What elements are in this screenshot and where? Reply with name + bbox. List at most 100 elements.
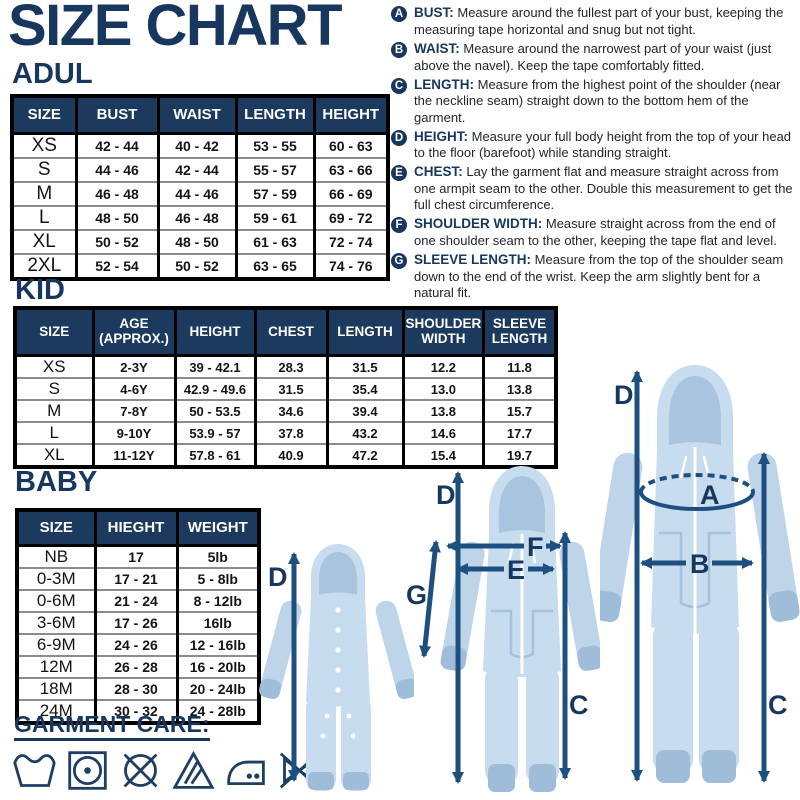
column-header: BUST [74,94,160,135]
table-cell: S [10,157,78,183]
table-cell: 60 - 63 [312,132,390,159]
measure-desc: Lay the garment flat and measure straigh… [414,164,793,213]
table-row: XS 2-3Y 39 - 42.1 28.3 31.5 12.2 11.8 [13,354,558,379]
kid-header-row: SIZE AGE (APPROX.) HEIGHT CHEST LENGTH SHOULD… [13,306,558,357]
column-header: LENGTH [325,306,405,357]
table-cell: 5 - 8lb [175,567,261,591]
kid-length-label: C [569,690,589,720]
page-title: SIZE CHART [8,0,343,58]
column-header: SLEEVE LENGTH [482,306,558,357]
column-header: WAIST [156,94,238,135]
table-cell: 20 - 24lb [175,677,261,701]
table-cell: L [10,205,78,231]
measure-guide-item-bust: A BUST: Measure around the fullest part … [391,5,795,38]
table-cell: 61 - 63 [234,229,316,255]
measure-term: LENGTH: [414,76,474,92]
table-cell: S [13,377,95,401]
wash-icon [13,754,56,787]
table-cell: 17 [93,544,179,569]
table-cell: 53 - 55 [234,132,316,159]
adult-height-label: D [614,380,634,410]
table-row: XL 50 - 52 48 - 50 61 - 63 72 - 74 [10,229,390,255]
table-cell: 15.7 [482,399,558,423]
table-cell: 8 - 12lb [175,589,261,613]
table-row: NB 17 5lb [15,544,261,569]
column-header: SIZE [13,306,95,357]
adult-length-label: C [768,690,788,720]
baby-size-table: SIZE HIEGHT WEIGHT NB 17 5lb 0-3M 17 - 21 5 - 8… [15,508,261,725]
column-header: HEIGHT [312,94,390,135]
table-row: 24M 30 - 32 24 - 28lb [15,699,261,724]
baby-height-label: D [268,562,288,592]
column-header: LENGTH [234,94,316,135]
table-row: L 48 - 50 46 - 48 59 - 61 69 - 72 [10,205,390,231]
table-cell: 43.2 [325,421,405,445]
snap-buttons [320,607,356,739]
letter-badge-c: C [391,77,407,94]
table-cell: 39 - 42.1 [173,354,257,379]
table-row: XS 42 - 44 40 - 42 53 - 55 60 - 63 [10,132,390,159]
adult-size-table: SIZE BUST WAIST LENGTH HEIGHT XS 42 - 44 40 - … [10,94,390,281]
table-cell: 24M [15,699,97,724]
baby-onesie-figure: D [259,544,414,791]
kid-sleeve-label: G [406,580,427,610]
table-cell: 42.9 - 49.6 [173,377,257,401]
table-cell: 57 - 59 [234,181,316,207]
table-cell: 53.9 - 57 [173,421,257,445]
adult-header-row: SIZE BUST WAIST LENGTH HEIGHT [10,94,390,135]
non-chlorine-bleach-icon [172,750,215,789]
table-row: 0-6M 21 - 24 8 - 12lb [15,589,261,613]
kid-onesie-figure: D G F E C [406,466,600,792]
table-cell: 40 - 42 [156,132,238,159]
measure-term: HEIGHT: [414,128,468,144]
kid-shoulder-label: F [527,532,544,562]
table-row: 0-3M 17 - 21 5 - 8lb [15,567,261,591]
table-cell: 48 - 50 [74,205,160,231]
baby-section-heading: BABY [15,466,98,498]
table-cell: 46 - 48 [156,205,238,231]
table-row: 2XL 52 - 54 50 - 52 63 - 65 74 - 76 [10,253,390,280]
table-cell: 52 - 54 [74,253,160,280]
letter-badge-d: D [391,129,407,146]
measure-guide-item-shoulder: F SHOULDER WIDTH: Measure straight acros… [391,216,795,249]
table-cell: 40.9 [253,443,329,468]
table-cell: 13.0 [401,377,486,401]
adult-onesie-figure: D A B C [600,365,800,783]
letter-badge-f: F [391,217,407,234]
table-row: 6-9M 24 - 26 12 - 16lb [15,633,261,657]
table-cell: 19.7 [482,443,558,468]
table-cell: L [13,421,95,445]
table-cell: XL [10,229,78,255]
measure-guide-item-chest: E CHEST: Lay the garment flat and measur… [391,164,795,213]
table-cell: 63 - 65 [234,253,316,280]
table-cell: 42 - 44 [74,132,160,159]
table-row: M 46 - 48 44 - 46 57 - 59 66 - 69 [10,181,390,207]
column-header: HIEGHT [93,508,179,547]
baby-header-row: SIZE HIEGHT WEIGHT [15,508,261,547]
table-cell: 55 - 57 [234,157,316,183]
measure-desc: Measure straight across from the end of … [414,216,777,249]
column-header: SIZE [10,94,78,135]
table-cell: 46 - 48 [74,181,160,207]
column-header: WEIGHT [175,508,261,547]
table-cell: 14.6 [401,421,486,445]
table-cell: 63 - 66 [312,157,390,183]
table-cell: 16lb [175,611,261,635]
table-cell: 69 - 72 [312,205,390,231]
table-cell: 12 - 16lb [175,633,261,657]
measure-guide-item-waist: B WAIST: Measure around the narrowest pa… [391,41,795,74]
table-row: S 44 - 46 42 - 44 55 - 57 63 - 66 [10,157,390,183]
table-cell: 0-6M [15,589,97,613]
table-cell: 74 - 76 [312,253,390,280]
measure-desc: Measure around the fullest part of your … [414,5,784,37]
table-cell: 11.8 [482,354,558,379]
table-cell: 35.4 [325,377,405,401]
measure-guide-item-sleeve: G SLEEVE LENGTH: Measure from the top of… [391,252,795,301]
kid-height-label: D [436,480,456,510]
adult-bust-ellipse-dashed [639,473,755,493]
measure-term: BUST: [414,5,454,20]
measure-guide-item-length: C LENGTH: Measure from the highest point… [391,77,795,126]
kid-sleeve-arrow [419,540,441,658]
tumble-dry-icon [68,751,107,790]
table-cell: 50 - 53.5 [173,399,257,423]
